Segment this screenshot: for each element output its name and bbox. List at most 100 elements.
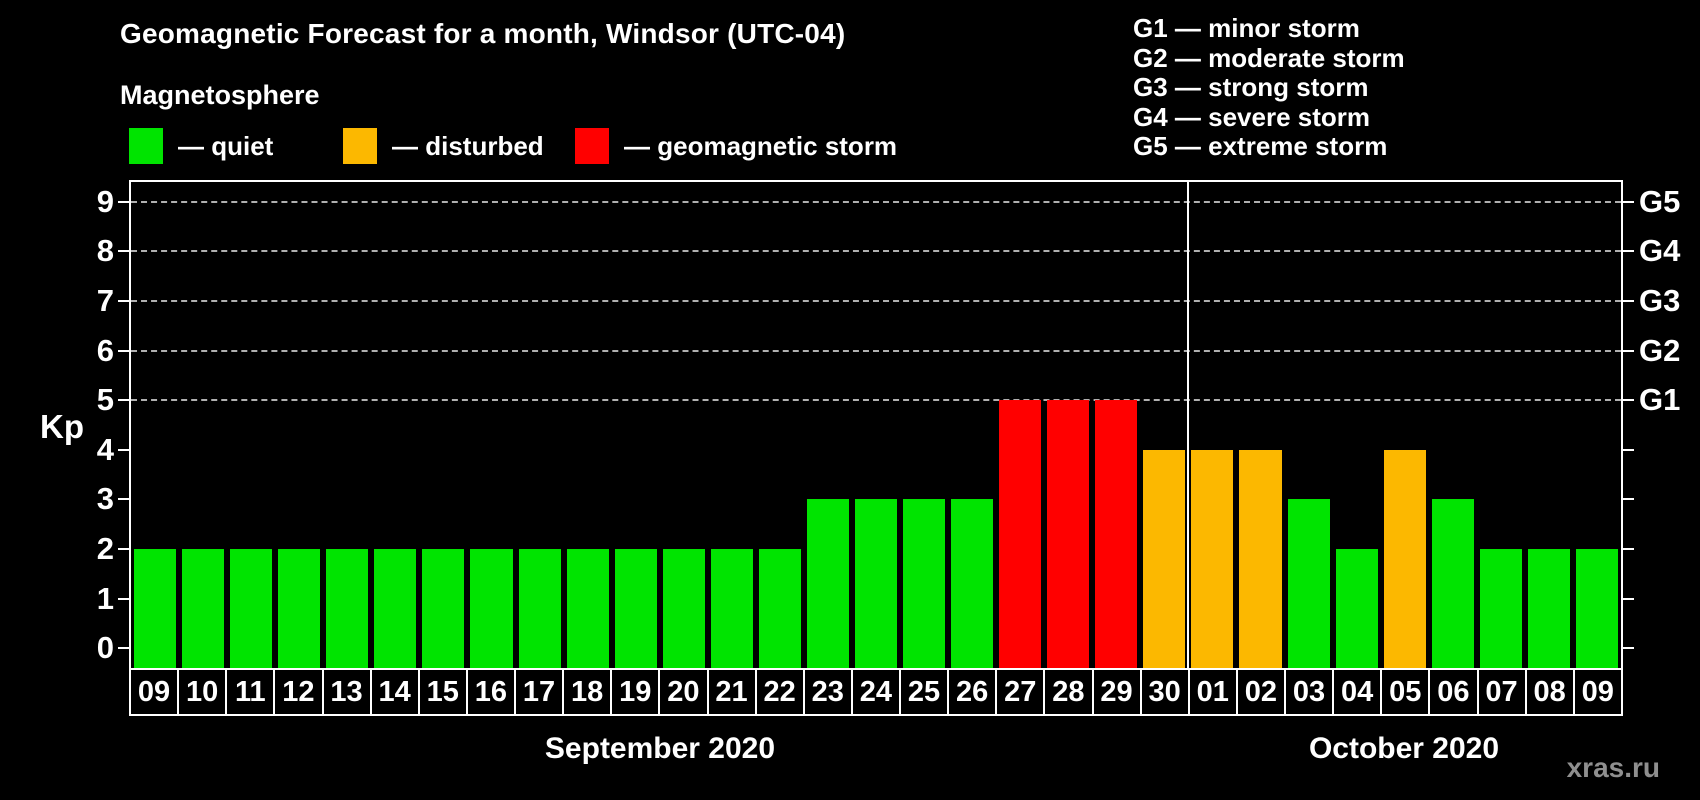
day-label-sep-15: 15 [417, 668, 468, 716]
right-tick-kp4 [1623, 448, 1634, 451]
right-tick-kp7 [1623, 300, 1634, 303]
right-axis-label-g4: G4 [1639, 233, 1681, 269]
bar-sep-28 [1047, 400, 1090, 668]
gridline-kp7 [131, 300, 1621, 303]
bar-oct-01 [1191, 449, 1234, 668]
left-tick-kp2 [118, 547, 129, 550]
right-tick-kp0 [1623, 647, 1634, 650]
day-label-oct-06: 06 [1428, 668, 1479, 716]
chart-title: Geomagnetic Forecast for a month, Windso… [120, 18, 846, 49]
legend-item-quiet: — quiet [129, 128, 273, 164]
right-tick-kp2 [1623, 547, 1634, 550]
y-tick-label-4: 4 [96, 431, 114, 467]
day-label-sep-10: 10 [177, 668, 228, 716]
bar-sep-22 [758, 548, 801, 668]
gridline-kp5 [131, 399, 1621, 402]
bar-oct-03 [1287, 499, 1330, 668]
day-label-oct-09: 09 [1572, 668, 1623, 716]
legend-item-storm: — geomagnetic storm [575, 128, 897, 164]
bar-sep-13 [326, 548, 369, 668]
bar-sep-14 [374, 548, 417, 668]
left-tick-kp9 [118, 200, 129, 203]
watermark: xras.ru [1566, 752, 1660, 783]
bar-sep-19 [614, 548, 657, 668]
gridline-kp8 [131, 250, 1621, 253]
right-axis-label-g2: G2 [1639, 332, 1681, 368]
bar-sep-17 [518, 548, 561, 668]
bar-sep-30 [1143, 449, 1186, 668]
day-label-sep-29: 29 [1091, 668, 1142, 716]
day-label-sep-16: 16 [465, 668, 516, 716]
y-tick-label-7: 7 [96, 283, 114, 319]
y-tick-label-1: 1 [96, 580, 114, 616]
month-label-september: September 2020 [544, 732, 776, 765]
y-tick-label-2: 2 [96, 530, 114, 566]
bar-sep-15 [422, 548, 465, 668]
quiet-color-swatch [129, 128, 163, 164]
magnetosphere-label: Magnetosphere [120, 80, 320, 110]
bar-oct-02 [1239, 449, 1282, 668]
storm-scale-legend: G1 — minor storm G2 — moderate storm G3 … [1133, 13, 1405, 162]
day-label-sep-13: 13 [321, 668, 372, 716]
bar-sep-10 [182, 548, 225, 668]
bar-sep-25 [903, 499, 946, 668]
right-tick-kp1 [1623, 597, 1634, 600]
day-label-sep-26: 26 [947, 668, 998, 716]
day-label-oct-04: 04 [1332, 668, 1383, 716]
right-tick-kp8 [1623, 250, 1634, 253]
day-label-sep-20: 20 [658, 668, 709, 716]
right-tick-kp3 [1623, 498, 1634, 501]
bar-sep-21 [710, 548, 753, 668]
day-label-sep-28: 28 [1043, 668, 1094, 716]
day-label-oct-01: 01 [1187, 668, 1238, 716]
day-label-sep-25: 25 [899, 668, 950, 716]
gridline-kp6 [131, 349, 1621, 352]
storm-scale-g1: G1 — minor storm [1133, 13, 1360, 43]
bar-sep-29 [1095, 400, 1138, 668]
bar-sep-18 [566, 548, 609, 668]
storm-scale-g4: G4 — severe storm [1133, 101, 1371, 132]
y-tick-label-3: 3 [96, 481, 114, 517]
y-axis-title: Kp [40, 408, 84, 445]
y-tick-label-6: 6 [96, 332, 114, 368]
left-tick-kp8 [118, 250, 129, 253]
bar-sep-27 [999, 400, 1042, 668]
bar-sep-20 [662, 548, 705, 668]
bar-oct-05 [1383, 449, 1426, 668]
storm-scale-g2: G2 — moderate storm [1133, 42, 1405, 73]
day-label-sep-09: 09 [129, 668, 180, 716]
left-tick-kp5 [118, 399, 129, 402]
bar-oct-04 [1335, 548, 1378, 668]
storm-scale-g5: G5 — extreme storm [1133, 131, 1388, 161]
disturbed-color-swatch [343, 128, 377, 164]
legend-item-disturbed: — disturbed [343, 128, 544, 164]
right-axis-label-g1: G1 [1639, 382, 1681, 418]
day-label-oct-05: 05 [1380, 668, 1431, 716]
storm-scale-g3: G3 — strong storm [1133, 72, 1369, 102]
gridline-kp9 [131, 200, 1621, 203]
day-label-oct-02: 02 [1235, 668, 1286, 716]
bar-oct-08 [1527, 548, 1570, 668]
day-label-sep-12: 12 [273, 668, 324, 716]
y-tick-label-8: 8 [96, 233, 114, 269]
day-label-sep-11: 11 [225, 668, 276, 716]
left-tick-kp3 [118, 498, 129, 501]
left-tick-kp6 [118, 349, 129, 352]
day-label-sep-19: 19 [610, 668, 661, 716]
day-label-sep-14: 14 [369, 668, 420, 716]
day-label-sep-24: 24 [850, 668, 901, 716]
right-axis-label-g3: G3 [1639, 283, 1681, 319]
day-label-sep-23: 23 [802, 668, 853, 716]
day-label-oct-07: 07 [1476, 668, 1527, 716]
day-label-sep-22: 22 [754, 668, 805, 716]
day-label-sep-18: 18 [562, 668, 613, 716]
month-separator-line [1187, 182, 1190, 668]
bar-sep-09 [134, 548, 177, 668]
month-label-october: October 2020 [1308, 732, 1500, 765]
bar-sep-23 [806, 499, 849, 668]
storm-color-swatch [575, 128, 609, 164]
left-tick-kp1 [118, 597, 129, 600]
bar-oct-09 [1575, 548, 1618, 668]
right-tick-kp5 [1623, 399, 1634, 402]
